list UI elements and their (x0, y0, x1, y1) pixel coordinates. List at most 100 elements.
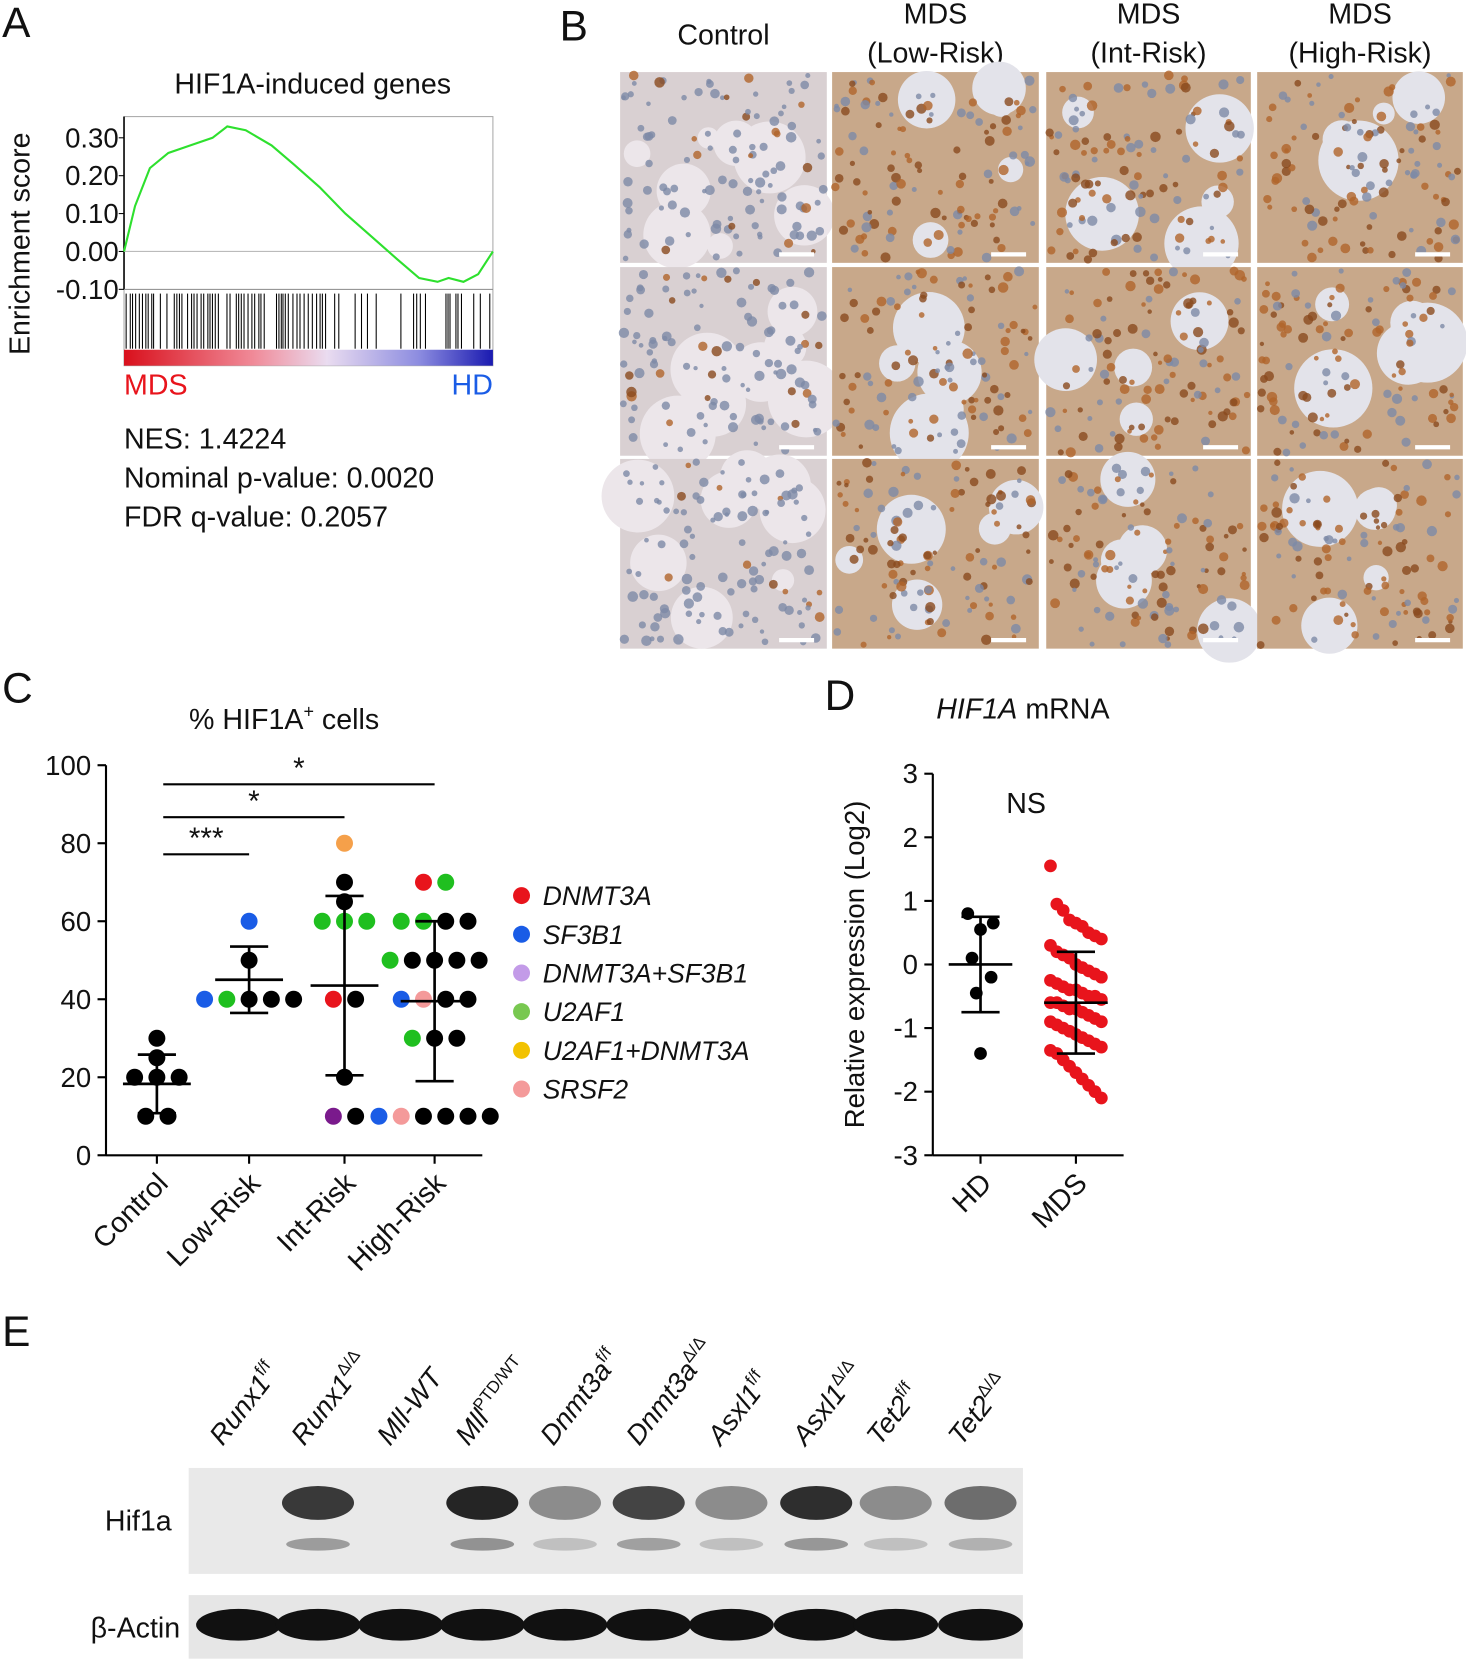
cell (1341, 372, 1350, 381)
cell (1429, 119, 1440, 130)
data-point (448, 951, 466, 969)
cell (1009, 360, 1019, 370)
cell (970, 219, 979, 228)
cell (1173, 522, 1180, 529)
cell (1110, 239, 1118, 247)
cell (1003, 271, 1013, 282)
cell (723, 94, 730, 101)
cell (805, 72, 811, 79)
cell (652, 464, 659, 470)
cell (1344, 102, 1355, 114)
cell (1340, 336, 1346, 342)
legend-label: SF3B1 (543, 920, 624, 950)
cell (935, 368, 941, 374)
cell (631, 404, 638, 412)
cell (973, 397, 979, 403)
cell (633, 331, 641, 340)
cell (685, 462, 692, 469)
cell (1140, 466, 1151, 477)
high-label: HD (452, 369, 493, 401)
data-point (403, 1029, 421, 1047)
cell (1391, 373, 1397, 378)
cell (997, 282, 1009, 293)
cell (646, 101, 651, 107)
cell (1382, 167, 1388, 173)
y-tick-label: 40 (61, 984, 92, 1015)
cell (1080, 179, 1091, 189)
cell (1228, 317, 1239, 328)
cell (1291, 289, 1301, 298)
cell (1346, 556, 1352, 562)
cell (957, 411, 966, 420)
cell (1388, 619, 1397, 629)
cell (1314, 521, 1321, 528)
cell (653, 613, 663, 622)
band-lower (948, 1537, 1013, 1551)
title-sup: + (303, 702, 314, 722)
cell (1446, 613, 1454, 622)
cell (786, 278, 795, 287)
band (612, 1485, 685, 1520)
cell (1286, 507, 1293, 514)
cell (677, 446, 684, 453)
cell (1147, 309, 1152, 314)
cell (745, 204, 756, 215)
cell (956, 205, 965, 214)
cell (1127, 584, 1132, 589)
cell (1434, 227, 1442, 235)
cell (1448, 604, 1458, 614)
data-point (403, 951, 421, 969)
cell (1072, 248, 1079, 255)
cell (1170, 478, 1177, 485)
cell (1030, 220, 1036, 226)
cell (961, 399, 967, 405)
band-lower (699, 1537, 764, 1551)
cell (985, 469, 996, 479)
cell (1410, 171, 1418, 179)
cell (871, 461, 877, 467)
cell (1175, 128, 1183, 135)
cell (1164, 626, 1175, 637)
cell (1449, 392, 1454, 398)
cell (906, 157, 913, 164)
cell (975, 118, 983, 126)
cell (746, 316, 758, 327)
cell (1133, 244, 1142, 253)
cell (984, 129, 990, 135)
cell (1143, 508, 1151, 516)
cell (1363, 587, 1372, 595)
band (281, 1485, 355, 1520)
cell (1137, 598, 1149, 609)
cell (724, 275, 732, 283)
data-point (986, 916, 1000, 930)
cell (748, 283, 755, 290)
cell (720, 470, 725, 475)
cell (1234, 297, 1241, 305)
cell (1349, 196, 1359, 206)
cell (686, 428, 696, 437)
cell (1271, 615, 1281, 625)
cell (1233, 621, 1245, 633)
cell (929, 414, 939, 424)
cell (740, 382, 745, 388)
data-point (481, 1107, 499, 1125)
cell (1269, 397, 1278, 406)
cell (727, 588, 735, 596)
cell (1140, 502, 1145, 507)
cell (806, 230, 817, 241)
cell (941, 215, 947, 221)
cell (1187, 630, 1197, 641)
cell (783, 540, 788, 545)
cell (831, 182, 840, 192)
cell (668, 297, 676, 304)
cell (834, 173, 844, 183)
cell (753, 441, 759, 446)
cell (761, 638, 769, 646)
band (695, 1485, 768, 1520)
cell (1129, 180, 1139, 190)
cell (785, 132, 797, 143)
cell (1068, 93, 1078, 103)
cell (767, 183, 773, 188)
cell (1236, 522, 1244, 530)
cell (888, 627, 895, 634)
